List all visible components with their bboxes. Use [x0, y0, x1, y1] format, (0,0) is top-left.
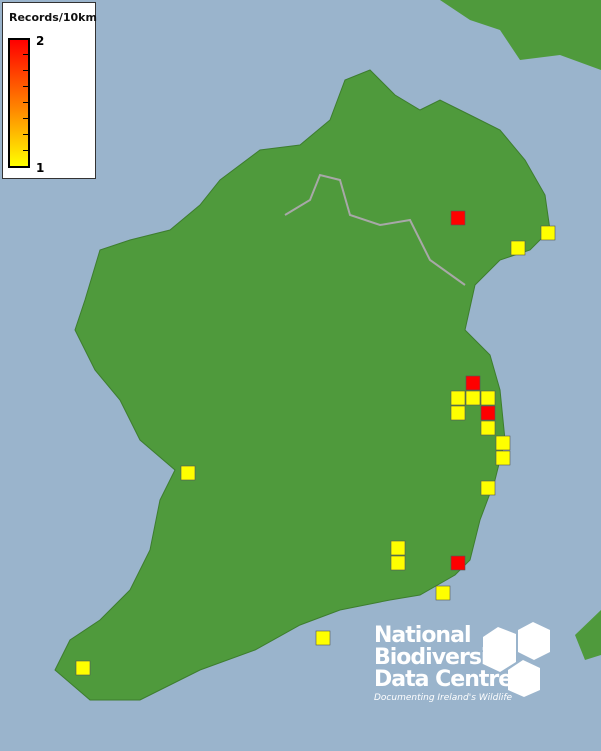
record-square[interactable] — [480, 420, 496, 436]
ni-border — [284, 173, 466, 286]
legend-max-label: 2 — [36, 34, 45, 48]
logo-tagline: Documenting Ireland's Wildlife — [374, 693, 513, 703]
legend-title: Records/10km — [9, 11, 97, 24]
record-square[interactable] — [75, 660, 91, 676]
record-square[interactable] — [450, 210, 466, 226]
logo-line-1: National — [374, 623, 471, 648]
scotland-coast — [440, 0, 601, 70]
record-square[interactable] — [540, 225, 556, 241]
nbdc-logo: National Biodiversity Data Centre Docume… — [374, 623, 513, 704]
ireland-landmass — [54, 69, 551, 701]
record-square[interactable] — [480, 405, 496, 421]
record-square[interactable] — [450, 390, 466, 406]
record-square[interactable] — [465, 375, 481, 391]
record-square[interactable] — [390, 540, 406, 556]
legend-color-scale — [8, 38, 30, 168]
record-square[interactable] — [480, 390, 496, 406]
logo-line-3: Data Centre — [374, 667, 513, 692]
legend-min-label: 1 — [36, 161, 45, 175]
record-square[interactable] — [450, 405, 466, 421]
record-square[interactable] — [180, 465, 196, 481]
legend: Records/10km 2 1 — [2, 2, 97, 179]
record-square[interactable] — [480, 480, 496, 496]
wales-coast — [575, 610, 601, 660]
record-square[interactable] — [390, 555, 406, 571]
record-square[interactable] — [495, 435, 511, 451]
record-square[interactable] — [435, 585, 451, 601]
logo-line-2: Biodiversity — [374, 645, 511, 670]
record-square[interactable] — [315, 630, 331, 646]
record-square[interactable] — [495, 450, 511, 466]
logo-hexagon-icons — [483, 622, 550, 697]
record-square[interactable] — [510, 240, 526, 256]
record-square[interactable] — [450, 555, 466, 571]
record-square[interactable] — [465, 390, 481, 406]
